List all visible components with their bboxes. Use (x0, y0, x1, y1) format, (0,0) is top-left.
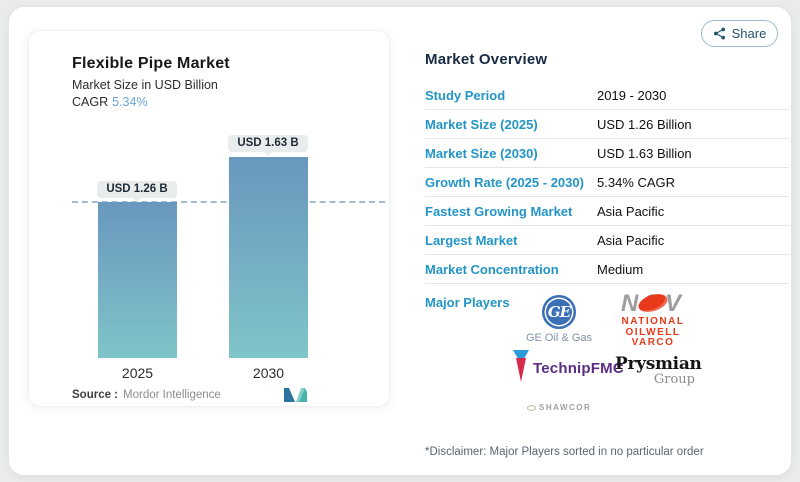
row-label: Study Period (425, 87, 506, 103)
row-label: Market Concentration (425, 261, 559, 277)
disclaimer-text: *Disclaimer: Major Players sorted in no … (425, 446, 704, 458)
x-axis-label-2025: 2025 (121, 365, 154, 381)
mordor-intelligence-logo-icon (283, 384, 308, 408)
chart-title: Flexible Pipe Market (72, 55, 230, 72)
shawcor-oval-icon (527, 404, 536, 411)
source-value: Mordor Intelligence (123, 389, 221, 401)
prysmian-wordmark: Prysmian (615, 354, 702, 374)
row-value: Asia Pacific (597, 203, 665, 219)
cagr-line: CAGR 5.34% (72, 95, 148, 109)
table-row-market-size-2030: Market Size (2030) USD 1.63 Billion (425, 139, 789, 168)
row-value: USD 1.26 Billion (597, 116, 692, 132)
share-label: Share (731, 26, 767, 41)
ge-monogram-icon: GE (542, 295, 576, 329)
technipfmc-wordmark: TechnipFMC (533, 360, 624, 377)
major-players-label: Major Players (425, 295, 510, 310)
nov-text-lines: NATIONAL OILWELL VARCO (621, 316, 685, 348)
ge-oil-and-gas-logo: GE GE Oil & Gas (518, 295, 600, 344)
row-value: Asia Pacific (597, 232, 665, 248)
row-label: Largest Market (425, 232, 518, 248)
chart-subtitle: Market Size in USD Billion (72, 78, 218, 92)
bar-2025 (98, 202, 177, 358)
table-row-market-size-2025: Market Size (2025) USD 1.26 Billion (425, 110, 789, 139)
cagr-label: CAGR (72, 95, 109, 109)
reference-dashed-line (72, 201, 385, 203)
x-axis-label-2030: 2030 (252, 365, 285, 381)
row-label: Market Size (2030) (425, 145, 538, 161)
technipfmc-chevron-icon (512, 349, 530, 388)
shawcor-wordmark: SHAWCOR (539, 403, 592, 412)
table-row-growth-rate: Growth Rate (2025 - 2030) 5.34% CAGR (425, 168, 789, 197)
cagr-value: 5.34% (112, 95, 148, 109)
row-label: Fastest Growing Market (425, 203, 573, 219)
shawcor-logo: SHAWCOR (527, 403, 591, 412)
row-value: Medium (597, 261, 644, 277)
row-value: 5.34% CAGR (597, 174, 676, 190)
overview-table: Study Period 2019 - 2030 Market Size (20… (425, 81, 789, 284)
row-value: 2019 - 2030 (597, 87, 667, 103)
overview-heading: Market Overview (425, 51, 548, 68)
technipfmc-logo: TechnipFMC (512, 349, 624, 388)
table-row-market-concentration: Market Concentration Medium (425, 255, 789, 284)
chart-card (28, 30, 390, 407)
row-label: Growth Rate (2025 - 2030) (425, 174, 584, 190)
source-label: Source : (72, 389, 119, 401)
share-button[interactable]: Share (701, 20, 778, 47)
prysmian-group-logo: Prysmian Group (615, 354, 702, 387)
row-label: Market Size (2025) (425, 116, 538, 132)
table-row-fastest-growing-market: Fastest Growing Market Asia Pacific (425, 197, 789, 226)
share-icon (713, 27, 726, 40)
data-label-2030: USD 1.63 B (228, 135, 308, 156)
row-value: USD 1.63 Billion (597, 145, 692, 161)
data-label-2025: USD 1.26 B (97, 181, 177, 202)
bar-2030 (229, 157, 308, 358)
table-row-study-period: Study Period 2019 - 2030 (425, 81, 789, 110)
source-line: Source : Mordor Intelligence (72, 389, 221, 401)
prysmian-group-text: Group (653, 372, 695, 387)
national-oilwell-varco-logo: NOV NATIONAL OILWELL VARCO (605, 290, 701, 349)
ge-caption: GE Oil & Gas (525, 332, 593, 344)
table-row-largest-market: Largest Market Asia Pacific (425, 226, 789, 255)
